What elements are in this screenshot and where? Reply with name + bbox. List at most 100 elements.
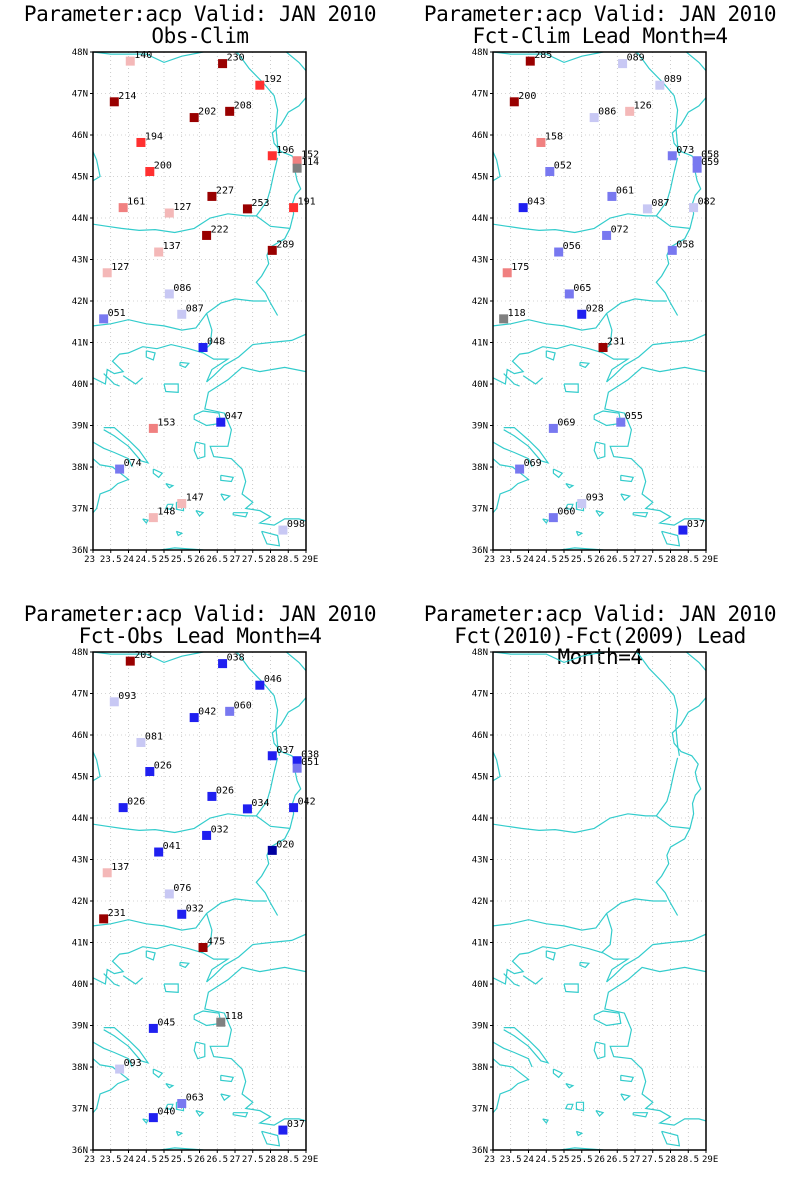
station-marker <box>255 680 265 690</box>
coastline <box>593 1041 606 1060</box>
lat-tick-label: 47N <box>72 90 88 100</box>
coastline <box>175 530 184 537</box>
lon-tick-label: 25.5 <box>171 555 193 565</box>
station-value-label: 147 <box>186 493 204 504</box>
station-marker <box>616 417 626 427</box>
coastline <box>142 518 149 525</box>
station-marker <box>99 914 109 924</box>
station-value-label: 175 <box>511 262 529 273</box>
coastline <box>556 547 605 550</box>
coastline <box>93 898 267 931</box>
lon-tick-label: 25 <box>159 555 170 565</box>
station-value-label: 069 <box>557 417 575 428</box>
station-value-label: 208 <box>234 100 252 111</box>
coastline <box>565 483 575 489</box>
lon-tick-label: 27.5 <box>642 555 664 565</box>
station-marker <box>509 97 519 107</box>
lat-tick-label: 43N <box>472 256 488 266</box>
station-value-label: 056 <box>563 241 581 252</box>
coastline <box>661 530 681 547</box>
map-panel-3: 36N 37N 38N 39N 40N 41N 42N 43N 44N 45N 46N 47N 48N 2… <box>72 648 319 1165</box>
lat-tick-label: 48N <box>472 48 488 58</box>
station-value-label: 032 <box>211 824 229 835</box>
station-value-label: 048 <box>207 336 225 347</box>
lon-tick-label: 24.5 <box>535 1155 557 1165</box>
station-marker <box>502 268 512 278</box>
coastline <box>493 441 533 468</box>
lat-tick-label: 39N <box>72 1022 88 1032</box>
coastline <box>93 813 291 834</box>
coastline <box>103 973 120 987</box>
station-marker <box>218 59 228 69</box>
lat-tick-label: 48N <box>72 648 88 658</box>
map-panel-4: 36N 37N 38N 39N 40N 41N 42N 43N 44N 45N 46N 47N 48N 2… <box>472 648 719 1165</box>
station-marker <box>148 1023 158 1033</box>
lat-tick-label: 41N <box>472 339 488 349</box>
coastline <box>545 350 556 361</box>
coastline <box>195 1110 205 1117</box>
lon-tick-label: 25.5 <box>571 555 593 565</box>
lat-tick-label: 38N <box>72 463 88 473</box>
lat-tick-label: 38N <box>472 463 488 473</box>
lon-tick-label: 23.5 <box>100 1155 122 1165</box>
station-marker <box>518 203 528 213</box>
station-value-label: 058 <box>701 150 719 161</box>
lon-tick-label: 24.5 <box>135 1155 157 1165</box>
station-value-label: 118 <box>508 308 526 319</box>
station-value-label: 148 <box>157 507 175 518</box>
station-marker <box>125 656 135 666</box>
station-marker <box>292 163 302 173</box>
station-value-label: 191 <box>298 197 316 208</box>
lon-tick-label: 28.5 <box>677 1155 699 1165</box>
coastline <box>575 1130 584 1137</box>
lat-tick-label: 37N <box>72 1105 88 1115</box>
lon-tick-label: 25 <box>159 1155 170 1165</box>
station-value-label: 072 <box>611 224 629 235</box>
lon-tick-label: 28.5 <box>277 555 299 565</box>
lat-tick-label: 39N <box>472 1022 488 1032</box>
station-value-label: 140 <box>134 50 152 61</box>
station-value-label: 037 <box>287 1119 305 1130</box>
coastline <box>493 52 605 64</box>
station-marker <box>554 247 564 257</box>
coastline <box>655 157 679 217</box>
station-value-label: 042 <box>298 797 316 808</box>
coastline <box>255 757 279 817</box>
station-value-label: 076 <box>173 883 191 894</box>
panel-4-title-line-1: Parameter:acp Valid: JAN 2010 <box>423 602 777 626</box>
station-marker <box>145 767 155 777</box>
coastline <box>503 373 520 387</box>
panel-3-title-line-1: Parameter:acp Valid: JAN 2010 <box>23 602 377 626</box>
coastline <box>232 1112 249 1118</box>
coastline <box>503 427 550 464</box>
station-marker <box>667 151 677 161</box>
station-marker <box>177 909 187 919</box>
station-marker <box>198 942 208 952</box>
coastline <box>604 366 706 526</box>
coastline <box>232 512 249 518</box>
coastline <box>255 697 306 916</box>
coastline <box>261 530 281 547</box>
station-marker <box>499 314 509 324</box>
lat-tick-label: 41N <box>72 339 88 349</box>
coastline <box>165 483 175 489</box>
station-marker <box>692 163 702 173</box>
coastline <box>620 493 632 502</box>
station-value-label: 087 <box>651 198 669 209</box>
lat-tick-label: 44N <box>72 814 88 824</box>
station-value-label: 041 <box>163 841 181 852</box>
station-value-label: 152 <box>301 150 319 161</box>
lat-tick-label: 37N <box>72 505 88 515</box>
coastline <box>164 1103 174 1110</box>
station-value-label: 046 <box>264 674 282 685</box>
coastline <box>685 52 706 72</box>
lat-tick-label: 37N <box>472 505 488 515</box>
station-marker <box>202 830 212 840</box>
coastline <box>655 757 679 817</box>
station-marker <box>242 204 252 214</box>
station-value-label: 028 <box>586 303 604 314</box>
station-marker <box>598 342 608 352</box>
lon-tick-label: 23.5 <box>500 1155 522 1165</box>
coastline <box>493 333 706 385</box>
